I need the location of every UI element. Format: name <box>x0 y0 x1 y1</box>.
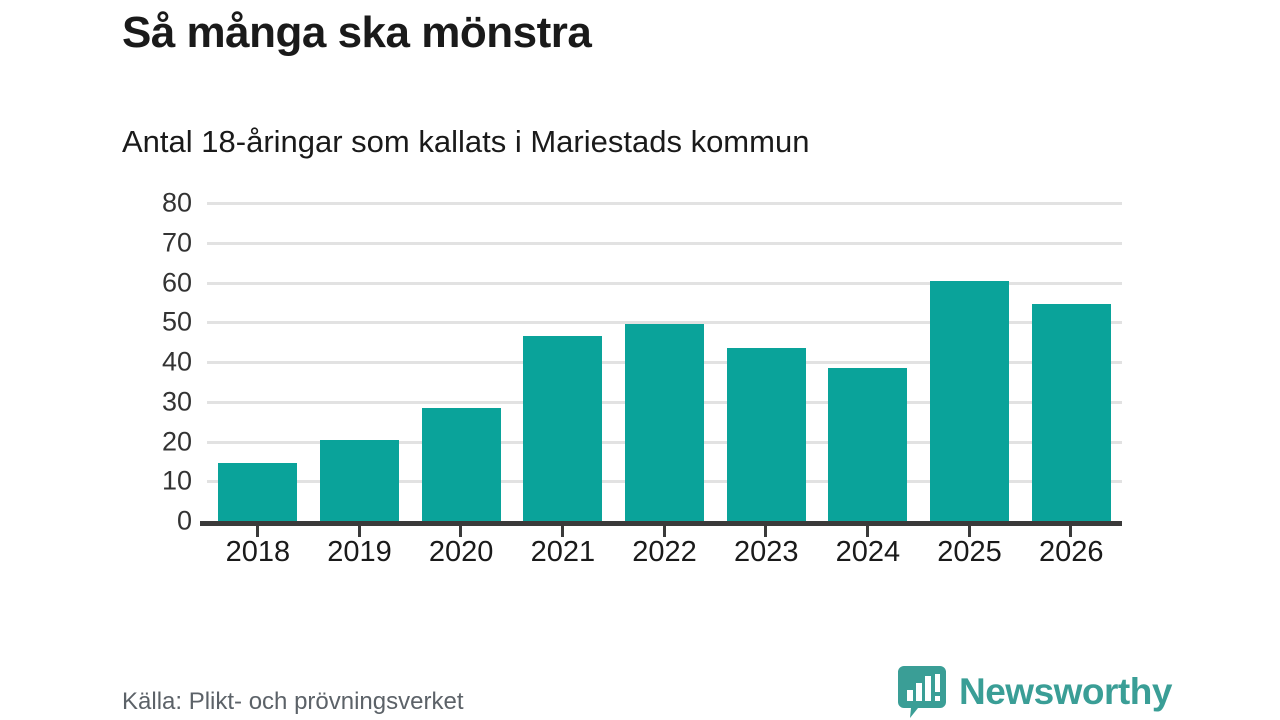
gridline <box>207 321 1122 325</box>
bar-group: 2024 <box>817 205 919 568</box>
page-title: Så många ska mönstra <box>122 8 592 57</box>
x-axis-line <box>200 521 1122 526</box>
y-axis-tick-label: 20 <box>161 426 192 456</box>
bar[interactable] <box>320 439 399 523</box>
bar[interactable] <box>828 367 908 523</box>
x-axis-tick-label: 2025 <box>937 536 1002 568</box>
y-axis-tick-label: 80 <box>161 187 192 218</box>
gridline <box>207 241 1122 245</box>
x-axis-tick <box>255 525 259 537</box>
x-axis-tick-label: 2024 <box>835 536 901 568</box>
bar-group: 2019 <box>309 205 411 568</box>
bar-group: 2023 <box>715 205 817 568</box>
chart-subtitle: Antal 18-åringar som kallats i Mariestad… <box>122 124 810 159</box>
x-axis-tick <box>764 525 768 537</box>
x-axis-tick <box>662 525 666 537</box>
y-axis-tick-label: 70 <box>161 227 192 258</box>
x-axis-tick <box>865 525 869 537</box>
y-axis-labels: 0 10 20 30 40 50 60 70 80 <box>162 188 1122 536</box>
bar-group: 2020 <box>410 205 512 568</box>
y-axis-tick-label: 60 <box>161 267 192 297</box>
y-axis-tick-label: 30 <box>161 386 192 417</box>
x-axis-tick-label: 2020 <box>428 536 494 568</box>
newsworthy-logo[interactable]: Newsworthy <box>898 666 1172 718</box>
x-axis-tick <box>560 525 564 537</box>
x-axis-tick <box>967 525 971 537</box>
bar[interactable] <box>930 280 1010 523</box>
bar-group: 2021 <box>512 205 614 568</box>
bar[interactable] <box>523 336 603 523</box>
bar-group: 2018 <box>207 205 309 568</box>
plot-area: 0 10 20 30 40 50 60 70 80 2018 2019 2020 2021 2022 20… <box>162 188 1122 568</box>
x-axis-tick-label: 2019 <box>327 536 392 568</box>
bar-group: 2022 <box>614 205 716 568</box>
x-axis-tick-label: 2026 <box>1038 536 1104 568</box>
y-axis-tick-label: 10 <box>161 465 192 496</box>
newsworthy-wordmark: Newsworthy <box>959 671 1172 712</box>
x-axis-tick <box>1069 525 1073 537</box>
x-axis-tick <box>459 525 463 537</box>
x-axis-tick <box>357 525 361 537</box>
bar-group: 2026 <box>1020 205 1122 568</box>
y-axis-tick-label: 40 <box>161 346 192 377</box>
y-axis-tick-label: 50 <box>161 306 192 337</box>
x-axis-tick-label: 2022 <box>632 536 697 568</box>
bar[interactable] <box>421 407 501 523</box>
bar[interactable] <box>625 324 705 523</box>
bar-chart-speech-bubble-icon <box>898 666 946 718</box>
x-axis-tick-label: 2018 <box>225 536 291 568</box>
bar[interactable] <box>726 348 806 523</box>
gridline <box>207 281 1122 285</box>
y-axis-tick-label: 0 <box>176 505 192 536</box>
bar[interactable] <box>218 463 298 523</box>
bar-group: 2025 <box>919 205 1021 568</box>
bar-series: 2018 2019 2020 2021 2022 2023 2024 2025 2026 <box>207 205 1122 568</box>
source-note: Källa: Plikt- och prövningsverket <box>122 688 464 715</box>
x-axis-tick-label: 2021 <box>530 536 596 568</box>
gridline <box>207 202 1122 205</box>
x-axis-tick-label: 2023 <box>733 536 799 568</box>
bar[interactable] <box>1031 304 1111 523</box>
